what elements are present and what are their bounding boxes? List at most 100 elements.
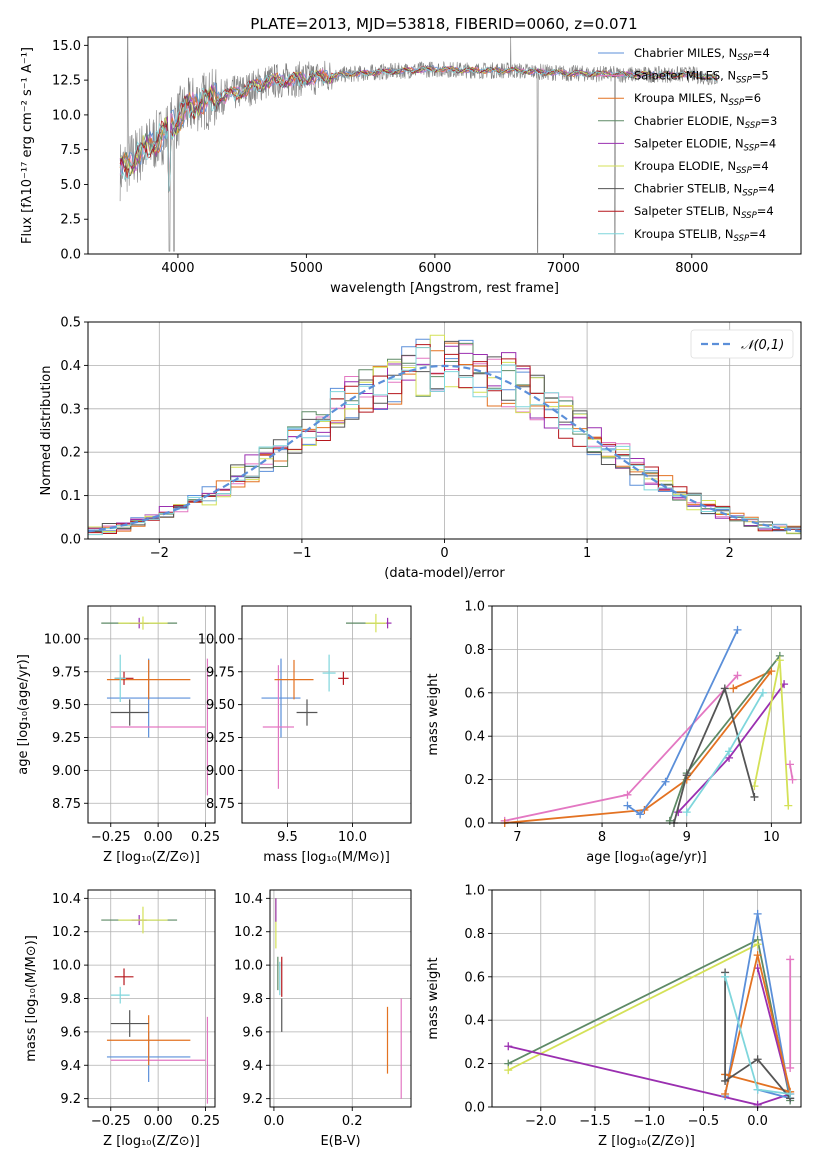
age-vs-mass-panel: 9.5 10.0 8.75 9.00 9.25 9.50 9.75 10.00 mass [lo…: [198, 605, 412, 865]
x-tick-label: 7000: [547, 261, 580, 276]
y-tick-label: 9.2: [60, 1092, 81, 1107]
x-axis-label: Z [log₁₀(Z/Z⊙)]: [103, 850, 200, 865]
x-tick-label: 4000: [161, 261, 194, 276]
spectrum-panel: 4000 5000 6000 7000 8000 0.0 2.5 5.0 7.5 10.0 12.5…: [20, 36, 802, 296]
x-tick-label: 0.00: [144, 830, 173, 845]
x-tick-label: −2: [150, 546, 169, 561]
y-tick-label: 9.50: [206, 698, 235, 713]
error-bar-point: [365, 613, 387, 633]
weight-vs-metallicity-panel: −2.0 −1.5 −1.0 −0.5 0.0 0.0 0.2 0.4 0.6 0.8 1.0 Z […: [426, 884, 802, 1149]
y-tick-label: 9.25: [52, 731, 81, 746]
y-tick-label: 10.4: [234, 892, 263, 907]
y-tick-label: 10.4: [52, 892, 81, 907]
y-tick-label: 10.0: [52, 108, 81, 123]
x-tick-label: 9: [683, 830, 691, 845]
legend-entry-label: Kroupa ELODIE, NSSP=4: [634, 159, 769, 176]
y-tick-label: 10.0: [52, 959, 81, 974]
error-bar-point: [262, 665, 294, 789]
weight-point-marker: [721, 1076, 730, 1085]
error-bar-point: [110, 1010, 149, 1037]
y-tick-label: 0.4: [464, 730, 485, 745]
y-tick-label: 8.75: [206, 797, 235, 812]
x-tick-label: 2: [726, 546, 734, 561]
legend-entry-label: Salpeter ELODIE, NSSP=4: [634, 136, 776, 153]
axes-frame: [87, 605, 216, 824]
mass-vs-extinction-panel: 0.0 0.2 9.2 9.4 9.6 9.8 10.0 10.2 10.4 E(B-V): [234, 889, 412, 1149]
y-tick-label: 8.75: [52, 797, 81, 812]
normal-curve: [87, 364, 802, 533]
y-tick-label: 9.2: [242, 1092, 263, 1107]
y-tick-label: 7.5: [60, 143, 81, 158]
y-tick-label: 15.0: [52, 39, 81, 54]
y-tick-label: 9.6: [242, 1025, 263, 1040]
x-tick-label: 8: [598, 830, 606, 845]
residual-legend-label: 𝒩(0,1): [741, 338, 784, 353]
weight-vs-age-panel: 7 8 9 10 0.0 0.2 0.4 0.6 0.8 1.0 age [log₁₀(age/yr…: [426, 600, 802, 865]
y-tick-label: 9.25: [206, 731, 235, 746]
residual-histogram: [88, 347, 801, 536]
y-axis-label: age [log₁₀(age/yr)]: [16, 654, 31, 775]
weight-point-marker: [786, 1063, 795, 1072]
legend-entry-label: Chabrier STELIB, NSSP=4: [634, 182, 775, 199]
x-tick-label: 5000: [290, 261, 323, 276]
y-tick-label: 10.2: [234, 925, 263, 940]
y-tick-label: 2.5: [60, 213, 81, 228]
y-axis-label: Flux [fλ10⁻¹⁷ erg cm⁻² s⁻¹ A⁻¹]: [20, 47, 35, 244]
y-tick-label: 9.50: [52, 698, 81, 713]
weight-series-line: [504, 674, 739, 822]
y-tick-label: 9.4: [60, 1059, 81, 1074]
legend-entry-label: Chabrier ELODIE, NSSP=3: [634, 114, 777, 131]
x-axis-label: Z [log₁₀(Z/Z⊙)]: [103, 1134, 200, 1149]
y-tick-label: 5.0: [60, 178, 81, 193]
model-spectrum: [119, 65, 718, 193]
y-tick-label: 0.6: [464, 970, 485, 985]
error-bar-point: [338, 671, 349, 685]
y-tick-label: 1.0: [464, 884, 485, 899]
legend-entry-label: Salpeter MILES, NSSP=5: [634, 69, 769, 86]
y-tick-label: 0.8: [464, 927, 485, 942]
y-tick-label: 0.2: [464, 773, 485, 788]
y-tick-label: 0.4: [60, 359, 81, 374]
y-tick-label: 0.5: [60, 316, 81, 331]
y-axis-label: Normed distribution: [39, 366, 54, 496]
x-tick-label: 0.0: [747, 1114, 768, 1129]
axes-frame: [87, 36, 802, 255]
y-axis-label: mass weight: [426, 673, 441, 755]
axes-frame: [241, 605, 412, 824]
weight-point-marker: [753, 940, 762, 949]
x-tick-label: −1: [292, 546, 311, 561]
y-axis-label: mass weight: [426, 957, 441, 1039]
x-tick-label: 7: [513, 830, 521, 845]
x-tick-label: 0: [440, 546, 448, 561]
y-tick-label: 10.00: [44, 632, 81, 647]
error-bar-point: [261, 658, 301, 738]
y-tick-label: 10.2: [52, 925, 81, 940]
x-tick-label: −1.5: [579, 1114, 611, 1129]
weight-point-marker: [682, 771, 691, 780]
y-tick-label: 1.0: [464, 600, 485, 615]
legend-entry-label: Kroupa STELIB, NSSP=4: [634, 227, 766, 244]
error-bar-point: [118, 616, 168, 630]
y-tick-label: 9.75: [52, 665, 81, 680]
error-bar-point: [322, 654, 336, 692]
y-tick-label: 10.00: [198, 632, 235, 647]
y-axis-label: mass [log₁₀(M/M⊙)]: [24, 935, 39, 1062]
x-tick-label: −0.25: [91, 830, 131, 845]
weight-point-marker: [682, 808, 691, 817]
weight-point-marker: [784, 801, 793, 810]
x-axis-label: wavelength [Angstrom, rest frame]: [330, 281, 559, 296]
error-bar-point: [110, 699, 149, 726]
weight-point-marker: [623, 801, 632, 810]
weight-point-marker: [720, 684, 729, 693]
x-axis-label: age [log₁₀(age/yr)]: [586, 850, 707, 865]
weight-series-line: [673, 685, 756, 824]
weight-point-marker: [733, 625, 742, 634]
weight-point-marker: [721, 972, 730, 981]
y-tick-label: 0.6: [464, 686, 485, 701]
y-tick-label: 9.6: [60, 1025, 81, 1040]
y-tick-label: 10.0: [234, 959, 263, 974]
legend-entry-label: Salpeter STELIB, NSSP=4: [634, 204, 774, 221]
weight-point-marker: [753, 951, 762, 960]
weight-point-marker: [753, 1085, 762, 1094]
